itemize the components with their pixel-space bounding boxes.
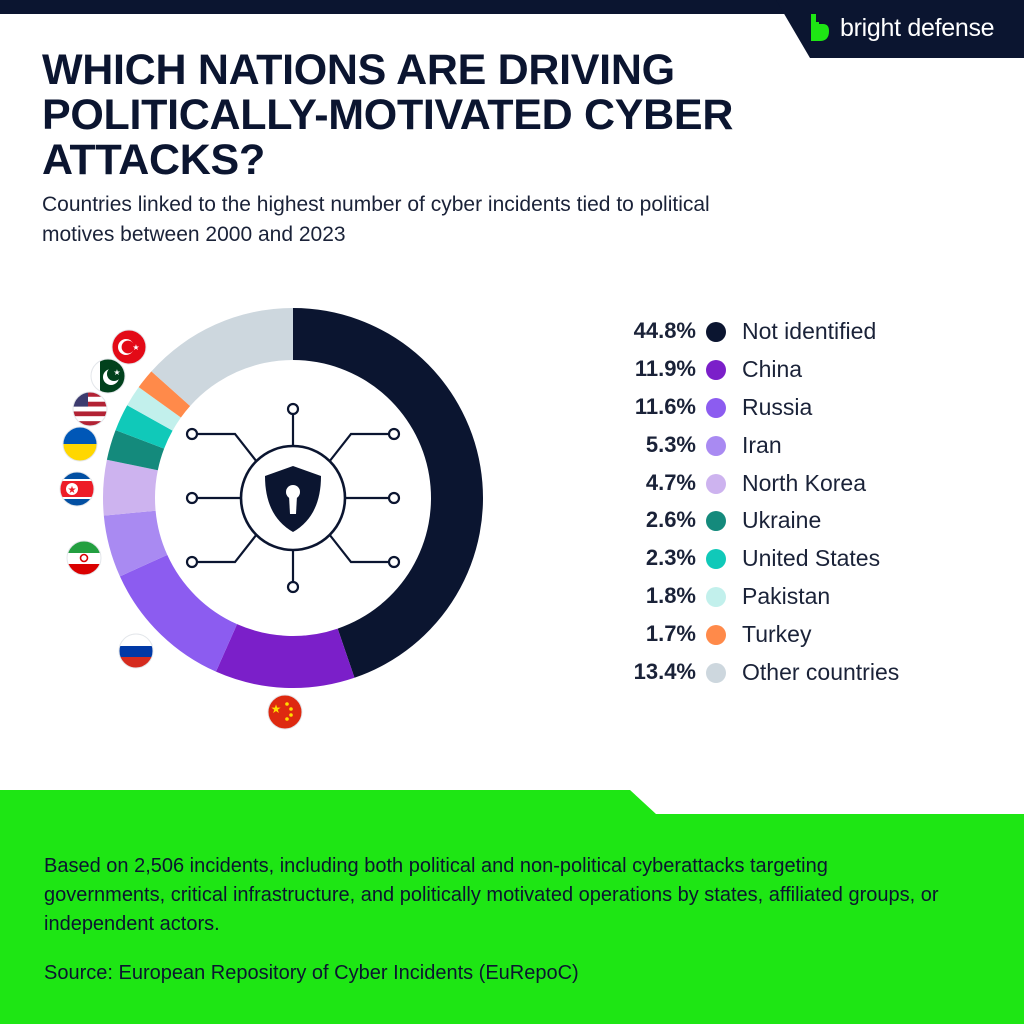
legend-swatch bbox=[706, 397, 726, 418]
legend-swatch bbox=[706, 359, 726, 380]
top-bar bbox=[0, 0, 1024, 14]
legend-label: Iran bbox=[742, 431, 782, 458]
legend-value: 2.6% bbox=[645, 507, 696, 533]
footer-panel bbox=[0, 790, 1024, 1024]
legend-swatch bbox=[706, 435, 726, 456]
svg-text:★: ★ bbox=[68, 485, 77, 496]
legend-value: 11.9% bbox=[634, 355, 696, 381]
legend-item: 11.9% China bbox=[600, 352, 1000, 390]
legend-value: 11.6% bbox=[634, 393, 696, 419]
pakistan-flag-icon: ★ bbox=[90, 358, 126, 394]
legend-item: 2.3% United States bbox=[600, 541, 1000, 579]
donut-chart: ★ ★ ★ ★ bbox=[59, 308, 484, 730]
legend-item: 13.4% Other countries bbox=[600, 655, 1000, 693]
legend-label: North Korea bbox=[742, 469, 867, 496]
legend-swatch bbox=[706, 473, 726, 494]
slice-russia bbox=[119, 554, 238, 672]
legend-value: 13.4% bbox=[633, 659, 696, 685]
chart-legend: 44.8% Not identified 11.9% China 11.6% Russia… bbox=[600, 314, 1000, 693]
bright-defense-logo-icon bbox=[811, 14, 829, 41]
legend-label: Russia bbox=[742, 393, 813, 420]
legend-item: 5.3% Iran bbox=[600, 428, 1000, 466]
brand-header-background bbox=[776, 0, 1024, 58]
legend-item: 2.6% Ukraine bbox=[600, 503, 1000, 541]
legend-label: Turkey bbox=[742, 621, 812, 648]
legend-label: United States bbox=[742, 545, 881, 572]
legend-value: 5.3% bbox=[645, 431, 696, 457]
footer-background bbox=[0, 790, 1024, 1024]
legend-label: Ukraine bbox=[742, 507, 822, 534]
legend-swatch bbox=[706, 587, 726, 608]
china-flag-icon: ★ bbox=[267, 694, 303, 730]
slice-other-countries bbox=[151, 308, 293, 407]
legend-item: 1.8% Pakistan bbox=[600, 579, 1000, 617]
turkey-flag-icon: ★ bbox=[111, 329, 147, 365]
slice-united-states bbox=[115, 405, 173, 449]
footnote: Based on 2,506 incidents, including both… bbox=[44, 855, 939, 935]
legend-item: 4.7% North Korea bbox=[600, 466, 1000, 504]
svg-text:★: ★ bbox=[113, 368, 120, 377]
iran-flag-icon bbox=[66, 540, 102, 576]
page-subtitle: Countries linked to the highest number o… bbox=[42, 193, 710, 246]
brand-name: bright defense bbox=[840, 14, 995, 42]
legend-item: 1.7% Turkey bbox=[600, 617, 1000, 655]
slice-iran bbox=[103, 510, 168, 577]
slice-north-korea bbox=[103, 459, 158, 516]
source-note: Source: European Repository of Cyber Inc… bbox=[44, 962, 579, 984]
legend-swatch bbox=[706, 625, 726, 646]
svg-text:★: ★ bbox=[271, 702, 282, 716]
legend-swatch bbox=[706, 663, 726, 684]
slice-china bbox=[215, 624, 355, 689]
russia-flag-icon bbox=[118, 633, 154, 669]
svg-text:★: ★ bbox=[132, 343, 139, 352]
slice-ukraine bbox=[106, 430, 165, 471]
shield-keyhole-circuit-icon bbox=[185, 402, 401, 594]
north-korea-flag-icon: ★ bbox=[59, 471, 95, 507]
brand-header bbox=[776, 0, 1024, 58]
legend-label: Other countries bbox=[742, 659, 900, 686]
legend-label: Not identified bbox=[742, 318, 877, 344]
ukraine-flag-icon bbox=[62, 426, 98, 462]
legend-value: 44.8% bbox=[633, 318, 696, 343]
legend-value: 2.3% bbox=[645, 545, 696, 571]
legend-value: 1.8% bbox=[645, 583, 696, 609]
legend-label: Pakistan bbox=[742, 583, 831, 610]
legend-value: 4.7% bbox=[645, 469, 696, 495]
legend-item: 11.6% Russia bbox=[600, 390, 1000, 428]
slice-not-identified bbox=[293, 308, 484, 678]
legend-value: 1.7% bbox=[645, 621, 696, 647]
united-states-flag-icon bbox=[72, 391, 108, 427]
slice-turkey bbox=[138, 371, 191, 418]
legend-label: China bbox=[742, 355, 803, 382]
legend-swatch bbox=[706, 549, 726, 570]
legend-swatch bbox=[706, 322, 726, 342]
legend-item: 44.8% Not identified bbox=[600, 314, 1000, 352]
page-title: WHICH NATIONS ARE DRIVING POLITICALLY-MO… bbox=[42, 46, 734, 184]
slice-pakistan bbox=[127, 387, 181, 431]
legend-swatch bbox=[706, 511, 726, 532]
